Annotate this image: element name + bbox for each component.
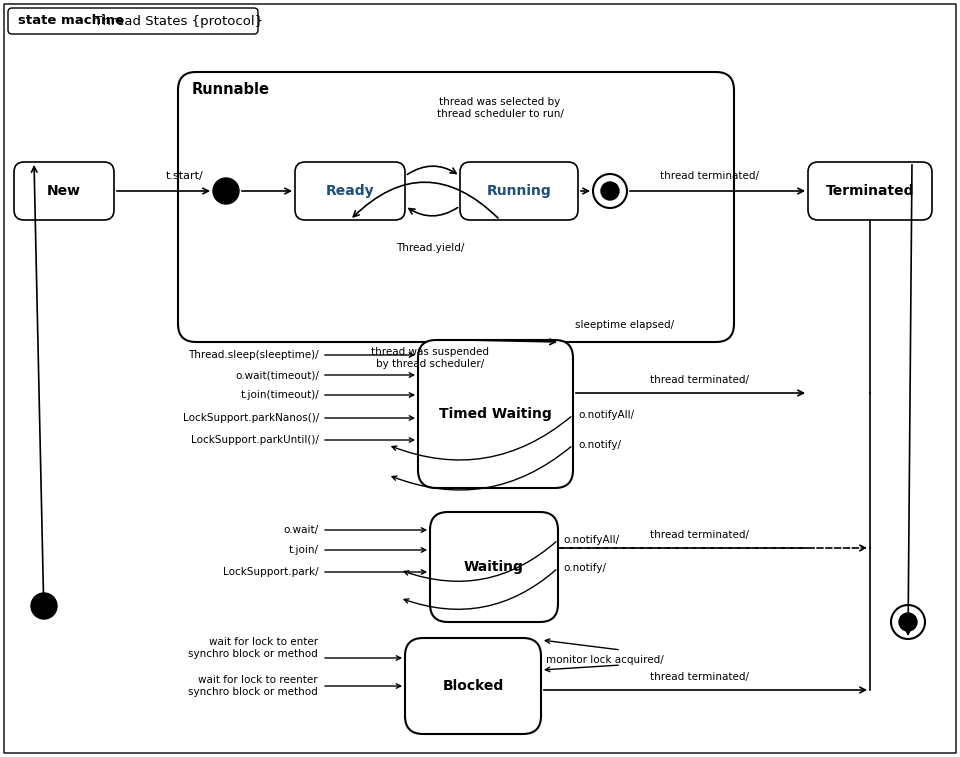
FancyArrowPatch shape [324,416,414,420]
Circle shape [31,593,57,619]
Text: Runnable: Runnable [192,83,270,98]
FancyBboxPatch shape [4,4,956,753]
Text: t.join(timeout)/: t.join(timeout)/ [240,390,319,400]
FancyArrowPatch shape [117,188,208,194]
FancyArrowPatch shape [545,639,618,650]
Text: t.start/: t.start/ [166,171,204,181]
Text: Blocked: Blocked [443,679,504,693]
FancyArrowPatch shape [324,372,414,377]
FancyArrowPatch shape [404,570,556,609]
Text: thread terminated/: thread terminated/ [651,375,750,385]
Text: Waiting: Waiting [464,560,524,574]
Text: LockSupport.parkUntil()/: LockSupport.parkUntil()/ [191,435,319,445]
Circle shape [891,605,925,639]
Text: Running: Running [487,184,551,198]
FancyArrowPatch shape [545,665,618,671]
Text: o.notify/: o.notify/ [563,563,606,573]
Circle shape [601,182,619,200]
Text: state machine: state machine [18,14,124,27]
FancyBboxPatch shape [8,8,258,34]
Text: Thread.yield/: Thread.yield/ [396,243,465,253]
Text: o.notify/: o.notify/ [578,440,621,450]
FancyBboxPatch shape [418,340,573,488]
FancyArrowPatch shape [324,684,400,688]
FancyArrowPatch shape [407,166,456,174]
Text: Thread States {protocol}: Thread States {protocol} [90,14,263,27]
FancyArrowPatch shape [324,656,400,660]
FancyArrowPatch shape [630,188,804,194]
Text: wait for lock to reenter
synchro block or method: wait for lock to reenter synchro block o… [188,675,318,696]
FancyBboxPatch shape [808,162,932,220]
FancyArrowPatch shape [468,339,556,344]
Text: New: New [47,184,81,198]
Text: Timed Waiting: Timed Waiting [439,407,552,421]
Text: thread terminated/: thread terminated/ [660,171,759,181]
Text: Thread.sleep(sleeptime)/: Thread.sleep(sleeptime)/ [188,350,319,360]
FancyArrowPatch shape [576,390,804,396]
Text: o.wait/: o.wait/ [284,525,319,535]
FancyArrowPatch shape [392,447,571,490]
Text: Ready: Ready [325,184,374,198]
FancyArrowPatch shape [324,528,425,532]
Text: wait for lock to enter
synchro block or method: wait for lock to enter synchro block or … [188,637,318,659]
Text: monitor lock acquired/: monitor lock acquired/ [546,655,663,665]
Text: Terminated: Terminated [826,184,914,198]
FancyArrowPatch shape [353,182,498,218]
Text: thread terminated/: thread terminated/ [651,672,750,682]
Text: thread was selected by
thread scheduler to run/: thread was selected by thread scheduler … [437,97,564,119]
FancyBboxPatch shape [460,162,578,220]
Text: sleeptime elapsed/: sleeptime elapsed/ [575,320,674,330]
Text: LockSupport.park/: LockSupport.park/ [224,567,319,577]
FancyArrowPatch shape [32,167,44,616]
FancyArrowPatch shape [905,165,912,634]
FancyBboxPatch shape [430,512,558,622]
Text: thread was suspended
by thread scheduler/: thread was suspended by thread scheduler… [371,347,489,369]
FancyBboxPatch shape [405,638,541,734]
FancyArrowPatch shape [324,570,425,575]
FancyArrowPatch shape [409,207,458,216]
FancyArrowPatch shape [324,353,414,357]
Circle shape [899,613,917,631]
Text: o.notifyAll/: o.notifyAll/ [563,535,619,545]
FancyArrowPatch shape [404,542,556,581]
FancyArrowPatch shape [581,188,588,194]
FancyArrowPatch shape [392,417,571,460]
Text: thread terminated/: thread terminated/ [651,530,750,540]
FancyArrowPatch shape [324,438,414,442]
FancyBboxPatch shape [178,72,734,342]
FancyBboxPatch shape [295,162,405,220]
Text: o.wait(timeout)/: o.wait(timeout)/ [235,370,319,380]
Text: t.join/: t.join/ [289,545,319,555]
Text: LockSupport.parkNanos()/: LockSupport.parkNanos()/ [182,413,319,423]
FancyArrowPatch shape [242,188,290,194]
Circle shape [593,174,627,208]
Text: o.notifyAll/: o.notifyAll/ [578,410,635,420]
FancyArrowPatch shape [324,548,425,552]
FancyBboxPatch shape [14,162,114,220]
Circle shape [213,178,239,204]
FancyArrowPatch shape [324,393,414,397]
